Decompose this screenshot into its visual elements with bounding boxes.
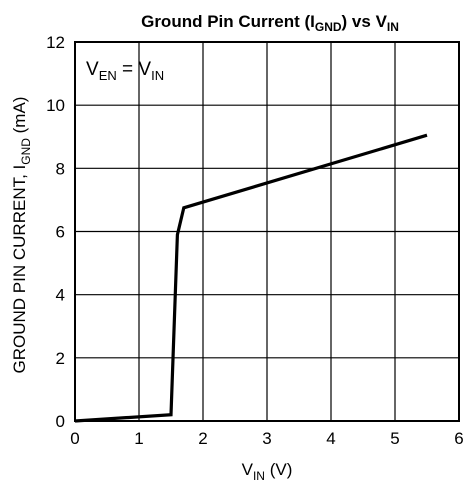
x-tick-label: 2 — [198, 429, 207, 448]
x-tick-label: 6 — [454, 429, 463, 448]
y-axis-label: GROUND PIN CURRENT, IGND (mA) — [10, 97, 33, 374]
series-group — [74, 133, 428, 423]
series-line — [74, 133, 428, 423]
x-tick-label: 0 — [70, 429, 79, 448]
y-tick-labels: 0 2 4 6 8 10 12 — [46, 33, 65, 431]
x-tick-label: 4 — [326, 429, 335, 448]
x-tick-label: 3 — [262, 429, 271, 448]
x-tick-label: 5 — [390, 429, 399, 448]
y-tick-label: 0 — [56, 412, 65, 431]
x-tick-label: 1 — [134, 429, 143, 448]
x-tick-labels: 0 1 2 3 4 5 6 — [70, 429, 463, 448]
y-tick-label: 6 — [56, 223, 65, 242]
annotation-condition: VEN = VIN — [86, 59, 164, 83]
grid-lines — [75, 42, 459, 421]
y-tick-label: 8 — [56, 159, 65, 178]
x-axis-label: VIN (V) — [242, 460, 293, 483]
chart-title: Ground Pin Current (IGND) vs VIN — [141, 12, 399, 34]
y-tick-label: 2 — [56, 349, 65, 368]
plot-frame — [74, 41, 460, 422]
y-tick-label: 4 — [56, 286, 65, 305]
y-tick-label: 10 — [46, 96, 65, 115]
y-tick-label: 12 — [46, 33, 65, 52]
